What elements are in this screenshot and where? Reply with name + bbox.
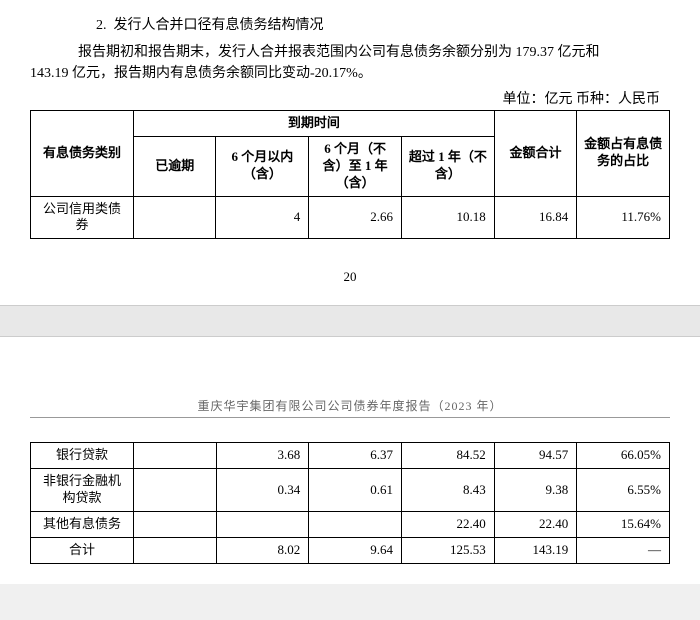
paragraph-line-2: 143.19 亿元，报告期内有息债务余额同比变动-20.17%。 <box>30 63 670 84</box>
page-gap <box>0 305 700 337</box>
cell-ratio: 6.55% <box>577 469 670 512</box>
cell-total: 9.38 <box>494 469 576 512</box>
page-number: 20 <box>30 269 670 285</box>
cell-over-1y: 8.43 <box>402 469 495 512</box>
cell-over-1y: 84.52 <box>402 443 495 469</box>
cell-type: 公司信用类债券 <box>31 196 134 239</box>
section-heading: 2. 发行人合并口径有息债务结构情况 <box>30 15 670 36</box>
cell-overdue <box>134 537 216 563</box>
page-two: 重庆华宇集团有限公司公司债券年度报告（2023 年） 银行贷款 3.68 6.3… <box>0 337 700 583</box>
cell-over-1y: 10.18 <box>401 196 494 239</box>
table-row: 银行贷款 3.68 6.37 84.52 94.57 66.05% <box>31 443 670 469</box>
debt-structure-table-2: 银行贷款 3.68 6.37 84.52 94.57 66.05% 非银行金融机… <box>30 442 670 563</box>
col-over-1y: 超过 1 年（不含） <box>401 136 494 196</box>
cell-6m-1y: 6.37 <box>309 443 402 469</box>
debt-structure-table-1: 有息债务类别 到期时间 金额合计 金额占有息债务的占比 已逾期 6 个月以内（含… <box>30 110 670 239</box>
cell-ratio: — <box>577 537 670 563</box>
cell-6m-in: 4 <box>216 196 309 239</box>
cell-overdue <box>134 443 216 469</box>
cell-6m-1y: 9.64 <box>309 537 402 563</box>
cell-type: 银行贷款 <box>31 443 134 469</box>
cell-ratio: 11.76% <box>577 196 670 239</box>
cell-6m-1y <box>309 512 402 538</box>
cell-type: 合计 <box>31 537 134 563</box>
cell-overdue <box>134 469 216 512</box>
table-row: 合计 8.02 9.64 125.53 143.19 — <box>31 537 670 563</box>
table-row: 公司信用类债券 4 2.66 10.18 16.84 11.76% <box>31 196 670 239</box>
cell-6m-in: 0.34 <box>216 469 309 512</box>
col-6m-in: 6 个月以内（含） <box>216 136 309 196</box>
table-row: 非银行金融机构贷款 0.34 0.61 8.43 9.38 6.55% <box>31 469 670 512</box>
section-title: 发行人合并口径有息债务结构情况 <box>114 18 324 33</box>
unit-currency-line: 单位：亿元 币种：人民币 <box>30 88 660 108</box>
col-debt-type: 有息债务类别 <box>31 111 134 197</box>
col-maturity-group: 到期时间 <box>134 111 495 137</box>
page-one: 2. 发行人合并口径有息债务结构情况 报告期初和报告期末，发行人合并报表范围内公… <box>0 0 700 305</box>
cell-total: 143.19 <box>494 537 576 563</box>
cell-overdue <box>134 512 216 538</box>
cell-6m-in: 8.02 <box>216 537 309 563</box>
running-header: 重庆华宇集团有限公司公司债券年度报告（2023 年） <box>30 397 670 418</box>
cell-ratio: 15.64% <box>577 512 670 538</box>
cell-over-1y: 22.40 <box>402 512 495 538</box>
cell-overdue <box>134 196 216 239</box>
cell-6m-in <box>216 512 309 538</box>
cell-type: 非银行金融机构贷款 <box>31 469 134 512</box>
col-6m-1y: 6 个月（不含）至 1 年（含） <box>309 136 402 196</box>
paragraph-line-1: 报告期初和报告期末，发行人合并报表范围内公司有息债务余额分别为 179.37 亿… <box>30 42 670 63</box>
cell-type: 其他有息债务 <box>31 512 134 538</box>
cell-6m-in: 3.68 <box>216 443 309 469</box>
cell-6m-1y: 0.61 <box>309 469 402 512</box>
col-ratio: 金额占有息债务的占比 <box>577 111 670 197</box>
cell-over-1y: 125.53 <box>402 537 495 563</box>
cell-6m-1y: 2.66 <box>309 196 402 239</box>
col-amount-total: 金额合计 <box>494 111 576 197</box>
cell-total: 94.57 <box>494 443 576 469</box>
cell-total: 16.84 <box>494 196 576 239</box>
table-row: 其他有息债务 22.40 22.40 15.64% <box>31 512 670 538</box>
col-overdue: 已逾期 <box>134 136 216 196</box>
section-number: 2. <box>96 18 107 33</box>
cell-ratio: 66.05% <box>577 443 670 469</box>
cell-total: 22.40 <box>494 512 576 538</box>
